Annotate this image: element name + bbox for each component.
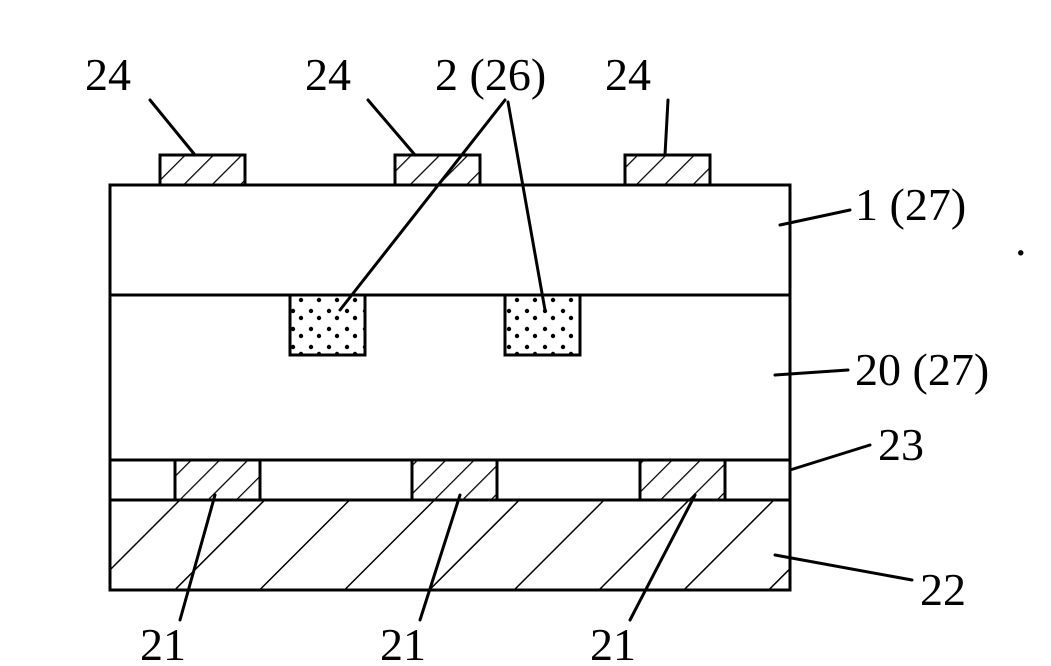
label-bot_21_b: 21: [380, 619, 426, 666]
leader-r_22: [775, 555, 912, 580]
label-mid_2_26: 2 (26): [435, 49, 546, 100]
pad-21-1: [412, 460, 497, 500]
block-2-26-0: [290, 295, 365, 355]
label-bot_21_c: 21: [590, 619, 636, 666]
label-top_24_b: 24: [305, 49, 351, 100]
cross-section-diagram: 24 24 24 2 (26) 1 (27). 20 (27) 23 22 21 21 21: [0, 0, 1051, 666]
pad-24-2: [625, 155, 710, 185]
label-r_22: 22: [920, 564, 966, 615]
leader-top_24_a: [150, 100, 195, 155]
pad-24-1: [395, 155, 480, 185]
label-top_24_c: 24: [605, 49, 651, 100]
pad-21-0: [175, 460, 260, 500]
layer-1: [110, 185, 790, 295]
label-r_23: 23: [878, 419, 924, 470]
label-bot_21_a: 21: [140, 619, 186, 666]
leader-r_20_27: [775, 370, 848, 375]
label-r_20_27: 20 (27): [855, 344, 989, 395]
layer-20: [110, 295, 790, 460]
leader-mid_2_26_b: [508, 102, 545, 310]
leader-top_24_b: [368, 100, 415, 155]
leader-r_23: [790, 445, 870, 470]
pad-21-2: [640, 460, 725, 500]
layer-22-base: [110, 500, 790, 590]
pad-24-0: [160, 155, 245, 185]
label-r_1_27: 1 (27): [855, 179, 966, 230]
label-top_24_a: 24: [85, 49, 131, 100]
leader-top_24_c: [665, 100, 668, 155]
label-r_period: .: [1015, 214, 1027, 265]
leader-mid_2_26_a: [340, 100, 505, 310]
